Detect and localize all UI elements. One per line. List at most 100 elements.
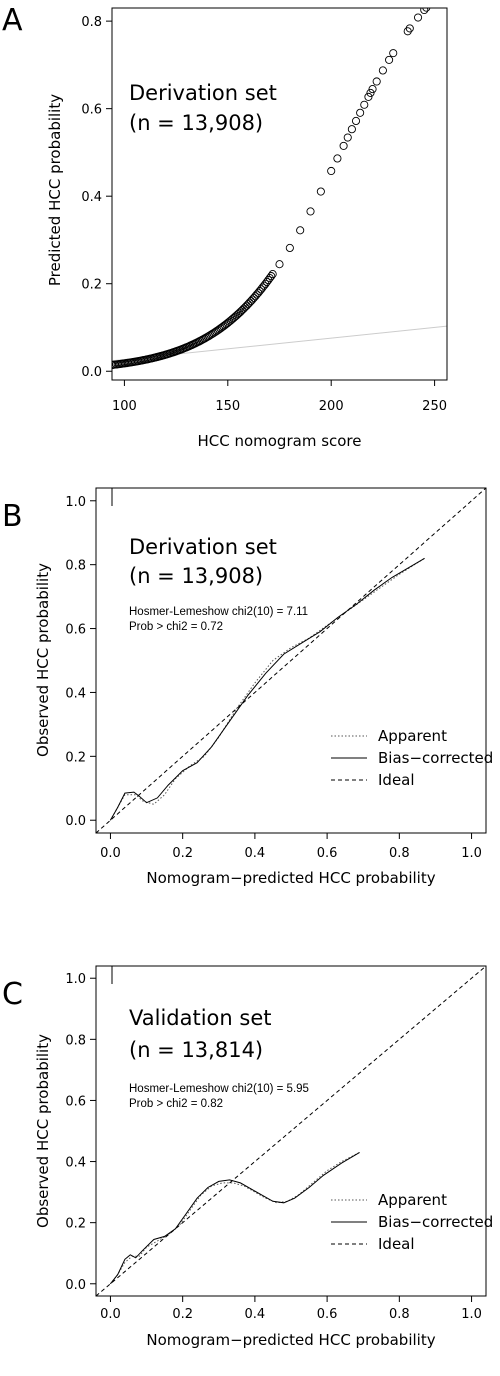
- y-tick-label: 0.2: [81, 278, 102, 293]
- x-tick-label: 1.0: [461, 846, 482, 861]
- legend-label: Apparent: [378, 727, 447, 745]
- panel-b: B 0.0 0.2 0.4 0.6 0.8 1.0 0.0 0.2 0.4 0.6 0.8 1.0 Nom…: [2, 487, 493, 887]
- y-tick-label: 0.0: [65, 814, 86, 829]
- y-tick-label: 0.6: [81, 103, 102, 118]
- y-tick-label: 0.8: [65, 559, 86, 574]
- set-label: (n = 13,908): [129, 111, 263, 135]
- x-axis-title: HCC nomogram score: [197, 432, 361, 450]
- x-tick-label: 0.0: [100, 1307, 121, 1322]
- x-axis-title: Nomogram−predicted HCC probability: [146, 1331, 435, 1349]
- x-tick-label: 0.6: [317, 1307, 338, 1322]
- x-tick-label: 0.4: [245, 846, 266, 861]
- set-label: Validation set: [129, 1006, 271, 1030]
- plot-frame: [111, 7, 448, 381]
- hl-statistic: Hosmer-Lemeshow chi2(10) = 5.95: [129, 1083, 309, 1095]
- x-axis-title: Nomogram−predicted HCC probability: [146, 869, 435, 887]
- legend-label: Ideal: [378, 771, 415, 789]
- legend-label: Bias−corrected: [378, 749, 493, 767]
- data-point: [267, 272, 276, 281]
- y-tick-label: 0.0: [65, 1278, 86, 1293]
- plot-area: [96, 488, 486, 833]
- plot-area: [96, 966, 486, 1296]
- data-point: [235, 308, 244, 317]
- data-point: [232, 311, 241, 320]
- y-tick-label: 0.2: [65, 750, 86, 765]
- y-axis-title: Observed HCC probability: [34, 563, 52, 757]
- data-point: [420, 8, 429, 15]
- panel-letter: B: [2, 499, 23, 534]
- data-point: [356, 108, 365, 117]
- y-tick-label: 0.2: [65, 1217, 86, 1232]
- data-point: [268, 270, 277, 279]
- series-ideal: [96, 488, 486, 833]
- y-tick-label: 0.0: [81, 365, 102, 380]
- x-tick-label: 200: [319, 399, 344, 414]
- data-point: [385, 55, 394, 64]
- x-tick-label: 250: [422, 399, 447, 414]
- data-point: [296, 226, 305, 235]
- data-point: [316, 187, 325, 196]
- data-point: [366, 88, 375, 97]
- data-point: [265, 274, 274, 283]
- plot-area: [112, 8, 447, 370]
- series-bias-corrected: [109, 557, 425, 821]
- data-point: [403, 27, 412, 36]
- x-tick-label: 0.2: [172, 846, 193, 861]
- data-point: [368, 85, 377, 94]
- data-point: [236, 307, 245, 316]
- data-point: [285, 243, 294, 253]
- data-point: [241, 303, 250, 312]
- data-point: [244, 300, 253, 309]
- x-tick-label: 0.0: [100, 846, 121, 861]
- legend-label: Apparent: [378, 1191, 447, 1209]
- x-tick-label: 0.4: [245, 1307, 266, 1322]
- y-tick-label: 1.0: [65, 972, 86, 987]
- y-axis-title: Observed HCC probability: [34, 1034, 52, 1228]
- data-point: [360, 100, 369, 109]
- x-tick-label: 0.2: [172, 1307, 193, 1322]
- data-point: [372, 77, 381, 86]
- set-label: (n = 13,814): [129, 1038, 263, 1062]
- x-tick-label: 0.8: [389, 846, 410, 861]
- legend-label: Bias−corrected: [378, 1213, 493, 1231]
- data-point: [339, 141, 348, 150]
- data-point: [238, 306, 247, 315]
- x-tick-label: 0.8: [389, 1307, 410, 1322]
- y-tick-label: 0.6: [65, 1094, 86, 1109]
- x-tick-label: 0.6: [317, 846, 338, 861]
- data-point: [239, 304, 248, 313]
- data-point: [343, 133, 352, 142]
- legend-label: Ideal: [378, 1235, 415, 1253]
- hl-statistic: Hosmer-Lemeshow chi2(10) = 7.11: [129, 606, 308, 618]
- y-tick-label: 0.8: [81, 15, 102, 30]
- panel-a: A 100 150 200 250 0.0 0.2 0.4 0.6 0.8 HCC nomogram…: [2, 3, 448, 450]
- y-tick-label: 1.0: [65, 495, 86, 510]
- data-point: [347, 125, 356, 134]
- series-apparent: [110, 1151, 360, 1285]
- x-tick-label: 100: [112, 399, 137, 414]
- plot-frame: [95, 487, 487, 834]
- data-point: [275, 260, 284, 269]
- data-point: [327, 166, 336, 176]
- data-point: [351, 116, 361, 126]
- data-point: [364, 92, 373, 101]
- hl-statistic: Prob > chi2 = 0.82: [129, 1098, 223, 1110]
- set-label: (n = 13,908): [129, 564, 263, 588]
- y-tick-label: 0.4: [81, 190, 102, 205]
- data-point: [378, 66, 387, 75]
- panel-letter: C: [2, 977, 23, 1012]
- data-point: [422, 8, 431, 12]
- x-tick-label: 150: [215, 399, 240, 414]
- y-axis-title: Predicted HCC probability: [46, 94, 64, 286]
- series-bias-corrected: [110, 1151, 360, 1285]
- y-tick-label: 0.8: [65, 1033, 86, 1048]
- data-point: [233, 310, 242, 319]
- hl-statistic: Prob > chi2 = 0.72: [129, 621, 223, 633]
- plot-frame: [95, 965, 487, 1297]
- data-point: [306, 207, 315, 216]
- data-point: [405, 24, 414, 33]
- y-tick-label: 0.6: [65, 623, 86, 638]
- data-point: [413, 13, 423, 22]
- set-label: Derivation set: [129, 81, 277, 105]
